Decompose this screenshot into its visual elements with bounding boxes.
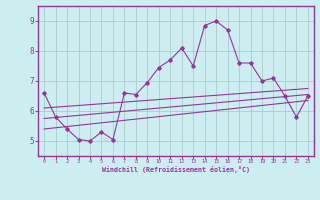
X-axis label: Windchill (Refroidissement éolien,°C): Windchill (Refroidissement éolien,°C) <box>102 166 250 173</box>
